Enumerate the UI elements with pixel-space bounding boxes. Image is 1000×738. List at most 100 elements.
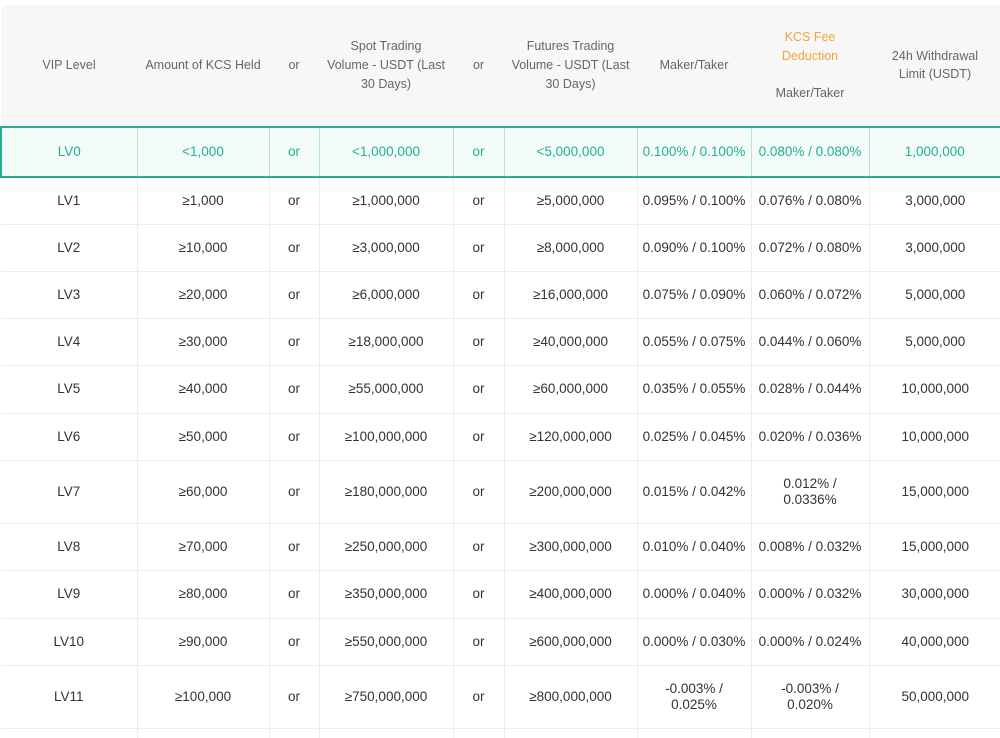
cell-futures-volume: ≥300,000,000 <box>503 523 637 572</box>
cell-or: or <box>452 618 504 666</box>
cell-maker-taker: 0.100% / 0.100% <box>636 126 751 177</box>
cell-futures-volume: ≥5,000,000 <box>503 176 637 225</box>
cell-spot-volume: ≥250,000,000 <box>318 523 453 572</box>
cell-or: or <box>268 176 319 225</box>
cell-kcs-held: <1,000 <box>136 126 269 177</box>
table-row: LV7 ≥60,000 or ≥180,000,000 or ≥200,000,… <box>1 460 1000 525</box>
cell-or: or <box>452 665 504 730</box>
col-header-spot-volume: Spot Trading Volume - USDT (Last 30 Days… <box>319 5 453 127</box>
cell-or: or <box>268 618 319 666</box>
cell-or: or <box>268 126 319 177</box>
cell-or: or <box>452 176 504 225</box>
cell-withdrawal-limit: 10,000,000 <box>868 413 1000 461</box>
cell-maker-taker: 0.090% / 0.100% <box>636 224 751 273</box>
cell-maker-taker: 0.000% / 0.030% <box>636 618 751 666</box>
cell-futures-volume: ≥400,000,000 <box>503 570 637 619</box>
cell-or: or <box>452 460 504 525</box>
table-row: LV11 ≥100,000 or ≥750,000,000 or ≥800,00… <box>1 665 1000 730</box>
cell-kcs-held: ≥40,000 <box>136 365 269 414</box>
cell-vip-level: LV1 <box>1 176 137 225</box>
table-row: LV1 ≥1,000 or ≥1,000,000 or ≥5,000,000 0… <box>1 176 1000 225</box>
cell-vip-level: LV10 <box>1 618 137 666</box>
cell-kcs-fee-maker-taker: 0.072% / 0.080% <box>750 224 869 273</box>
cell-spot-volume: ≥180,000,000 <box>318 460 453 525</box>
cell-kcs-fee-maker-taker: 0.060% / 0.072% <box>750 271 869 320</box>
cell-kcs-fee-maker-taker: 0.076% / 0.080% <box>750 176 869 225</box>
cell-withdrawal-limit: 60,000,000 <box>868 728 1000 738</box>
cell-or: or <box>452 523 504 572</box>
cell-withdrawal-limit: 40,000,000 <box>868 618 1000 666</box>
cell-withdrawal-limit: 50,000,000 <box>868 665 1000 730</box>
cell-or: or <box>268 413 319 461</box>
cell-maker-taker: 0.015% / 0.042% <box>636 460 751 525</box>
cell-kcs-held: ≥30,000 <box>136 318 269 367</box>
cell-or: or <box>268 570 319 619</box>
cell-spot-volume: <1,000,000 <box>318 126 453 177</box>
cell-or: or <box>452 126 504 177</box>
cell-kcs-fee-maker-taker: 0.020% / 0.036% <box>750 413 869 461</box>
col-header-withdrawal-limit: 24h Withdrawal Limit (USDT) <box>869 5 1000 127</box>
cell-vip-level: LV12 <box>1 728 137 738</box>
col-header-or-1: or <box>269 5 319 127</box>
table-row: LV9 ≥80,000 or ≥350,000,000 or ≥400,000,… <box>1 570 1000 619</box>
cell-or: or <box>452 365 504 414</box>
table-row: LV10 ≥90,000 or ≥550,000,000 or ≥600,000… <box>1 618 1000 666</box>
cell-spot-volume: ≥6,000,000 <box>318 271 453 320</box>
col-header-vip-level: VIP Level <box>1 5 137 127</box>
cell-futures-volume: ≥40,000,000 <box>503 318 637 367</box>
header-row: VIP Level Amount of KCS Held or Spot Tra… <box>1 5 1000 127</box>
cell-or: or <box>452 224 504 273</box>
cell-vip-level: LV4 <box>1 318 137 367</box>
cell-spot-volume: ≥950,000,000 <box>318 728 453 738</box>
cell-spot-volume: ≥3,000,000 <box>318 224 453 273</box>
cell-spot-volume: ≥100,000,000 <box>318 413 453 461</box>
cell-withdrawal-limit: 10,000,000 <box>868 365 1000 414</box>
cell-maker-taker: 0.055% / 0.075% <box>636 318 751 367</box>
cell-or: or <box>452 728 504 738</box>
cell-kcs-fee-maker-taker: 0.080% / 0.080% <box>750 126 869 177</box>
cell-withdrawal-limit: 15,000,000 <box>868 460 1000 525</box>
cell-vip-level: LV8 <box>1 523 137 572</box>
cell-maker-taker: 0.010% / 0.040% <box>636 523 751 572</box>
cell-kcs-held: ≥10,000 <box>136 224 269 273</box>
cell-withdrawal-limit: 3,000,000 <box>868 224 1000 273</box>
cell-maker-taker: 0.095% / 0.100% <box>636 176 751 225</box>
table-row: LV2 ≥10,000 or ≥3,000,000 or ≥8,000,000 … <box>1 224 1000 273</box>
col-header-maker-taker: Maker/Taker <box>637 5 751 127</box>
cell-vip-level: LV5 <box>1 365 137 414</box>
cell-maker-taker: -0.003% / 0.025% <box>636 665 751 730</box>
col-header-or-2: or <box>453 5 504 127</box>
cell-vip-level: LV3 <box>1 271 137 320</box>
cell-maker-taker: 0.000% / 0.040% <box>636 570 751 619</box>
cell-futures-volume: ≥60,000,000 <box>503 365 637 414</box>
kcs-fee-deduction-label: KCS Fee Deduction <box>781 29 839 63</box>
cell-or: or <box>268 523 319 572</box>
cell-maker-taker: -0.005% / 0.025% <box>636 728 751 738</box>
cell-kcs-held: ≥150,000 <box>136 728 269 738</box>
cell-futures-volume: ≥1,000,000,000 <box>503 728 637 738</box>
cell-spot-volume: ≥18,000,000 <box>318 318 453 367</box>
cell-spot-volume: ≥350,000,000 <box>318 570 453 619</box>
table-row: LV8 ≥70,000 or ≥250,000,000 or ≥300,000,… <box>1 523 1000 572</box>
table-row: LV3 ≥20,000 or ≥6,000,000 or ≥16,000,000… <box>1 271 1000 320</box>
cell-kcs-fee-maker-taker: -0.003% / 0.020% <box>750 665 869 730</box>
cell-or: or <box>268 271 319 320</box>
cell-futures-volume: ≥200,000,000 <box>503 460 637 525</box>
col-header-kcs-fee-deduction: KCS Fee Deduction Maker/Taker <box>751 5 869 127</box>
cell-maker-taker: 0.025% / 0.045% <box>636 413 751 461</box>
cell-kcs-held: ≥90,000 <box>136 618 269 666</box>
cell-kcs-fee-maker-taker: 0.000% / 0.032% <box>750 570 869 619</box>
cell-or: or <box>452 271 504 320</box>
cell-kcs-held: ≥20,000 <box>136 271 269 320</box>
cell-futures-volume: ≥8,000,000 <box>503 224 637 273</box>
cell-futures-volume: ≥600,000,000 <box>503 618 637 666</box>
cell-kcs-fee-maker-taker: 0.012% / 0.0336% <box>750 460 869 525</box>
cell-kcs-held: ≥80,000 <box>136 570 269 619</box>
cell-spot-volume: ≥1,000,000 <box>318 176 453 225</box>
cell-or: or <box>452 413 504 461</box>
cell-or: or <box>268 665 319 730</box>
cell-or: or <box>268 365 319 414</box>
cell-vip-level: LV6 <box>1 413 137 461</box>
cell-kcs-held: ≥1,000 <box>136 176 269 225</box>
